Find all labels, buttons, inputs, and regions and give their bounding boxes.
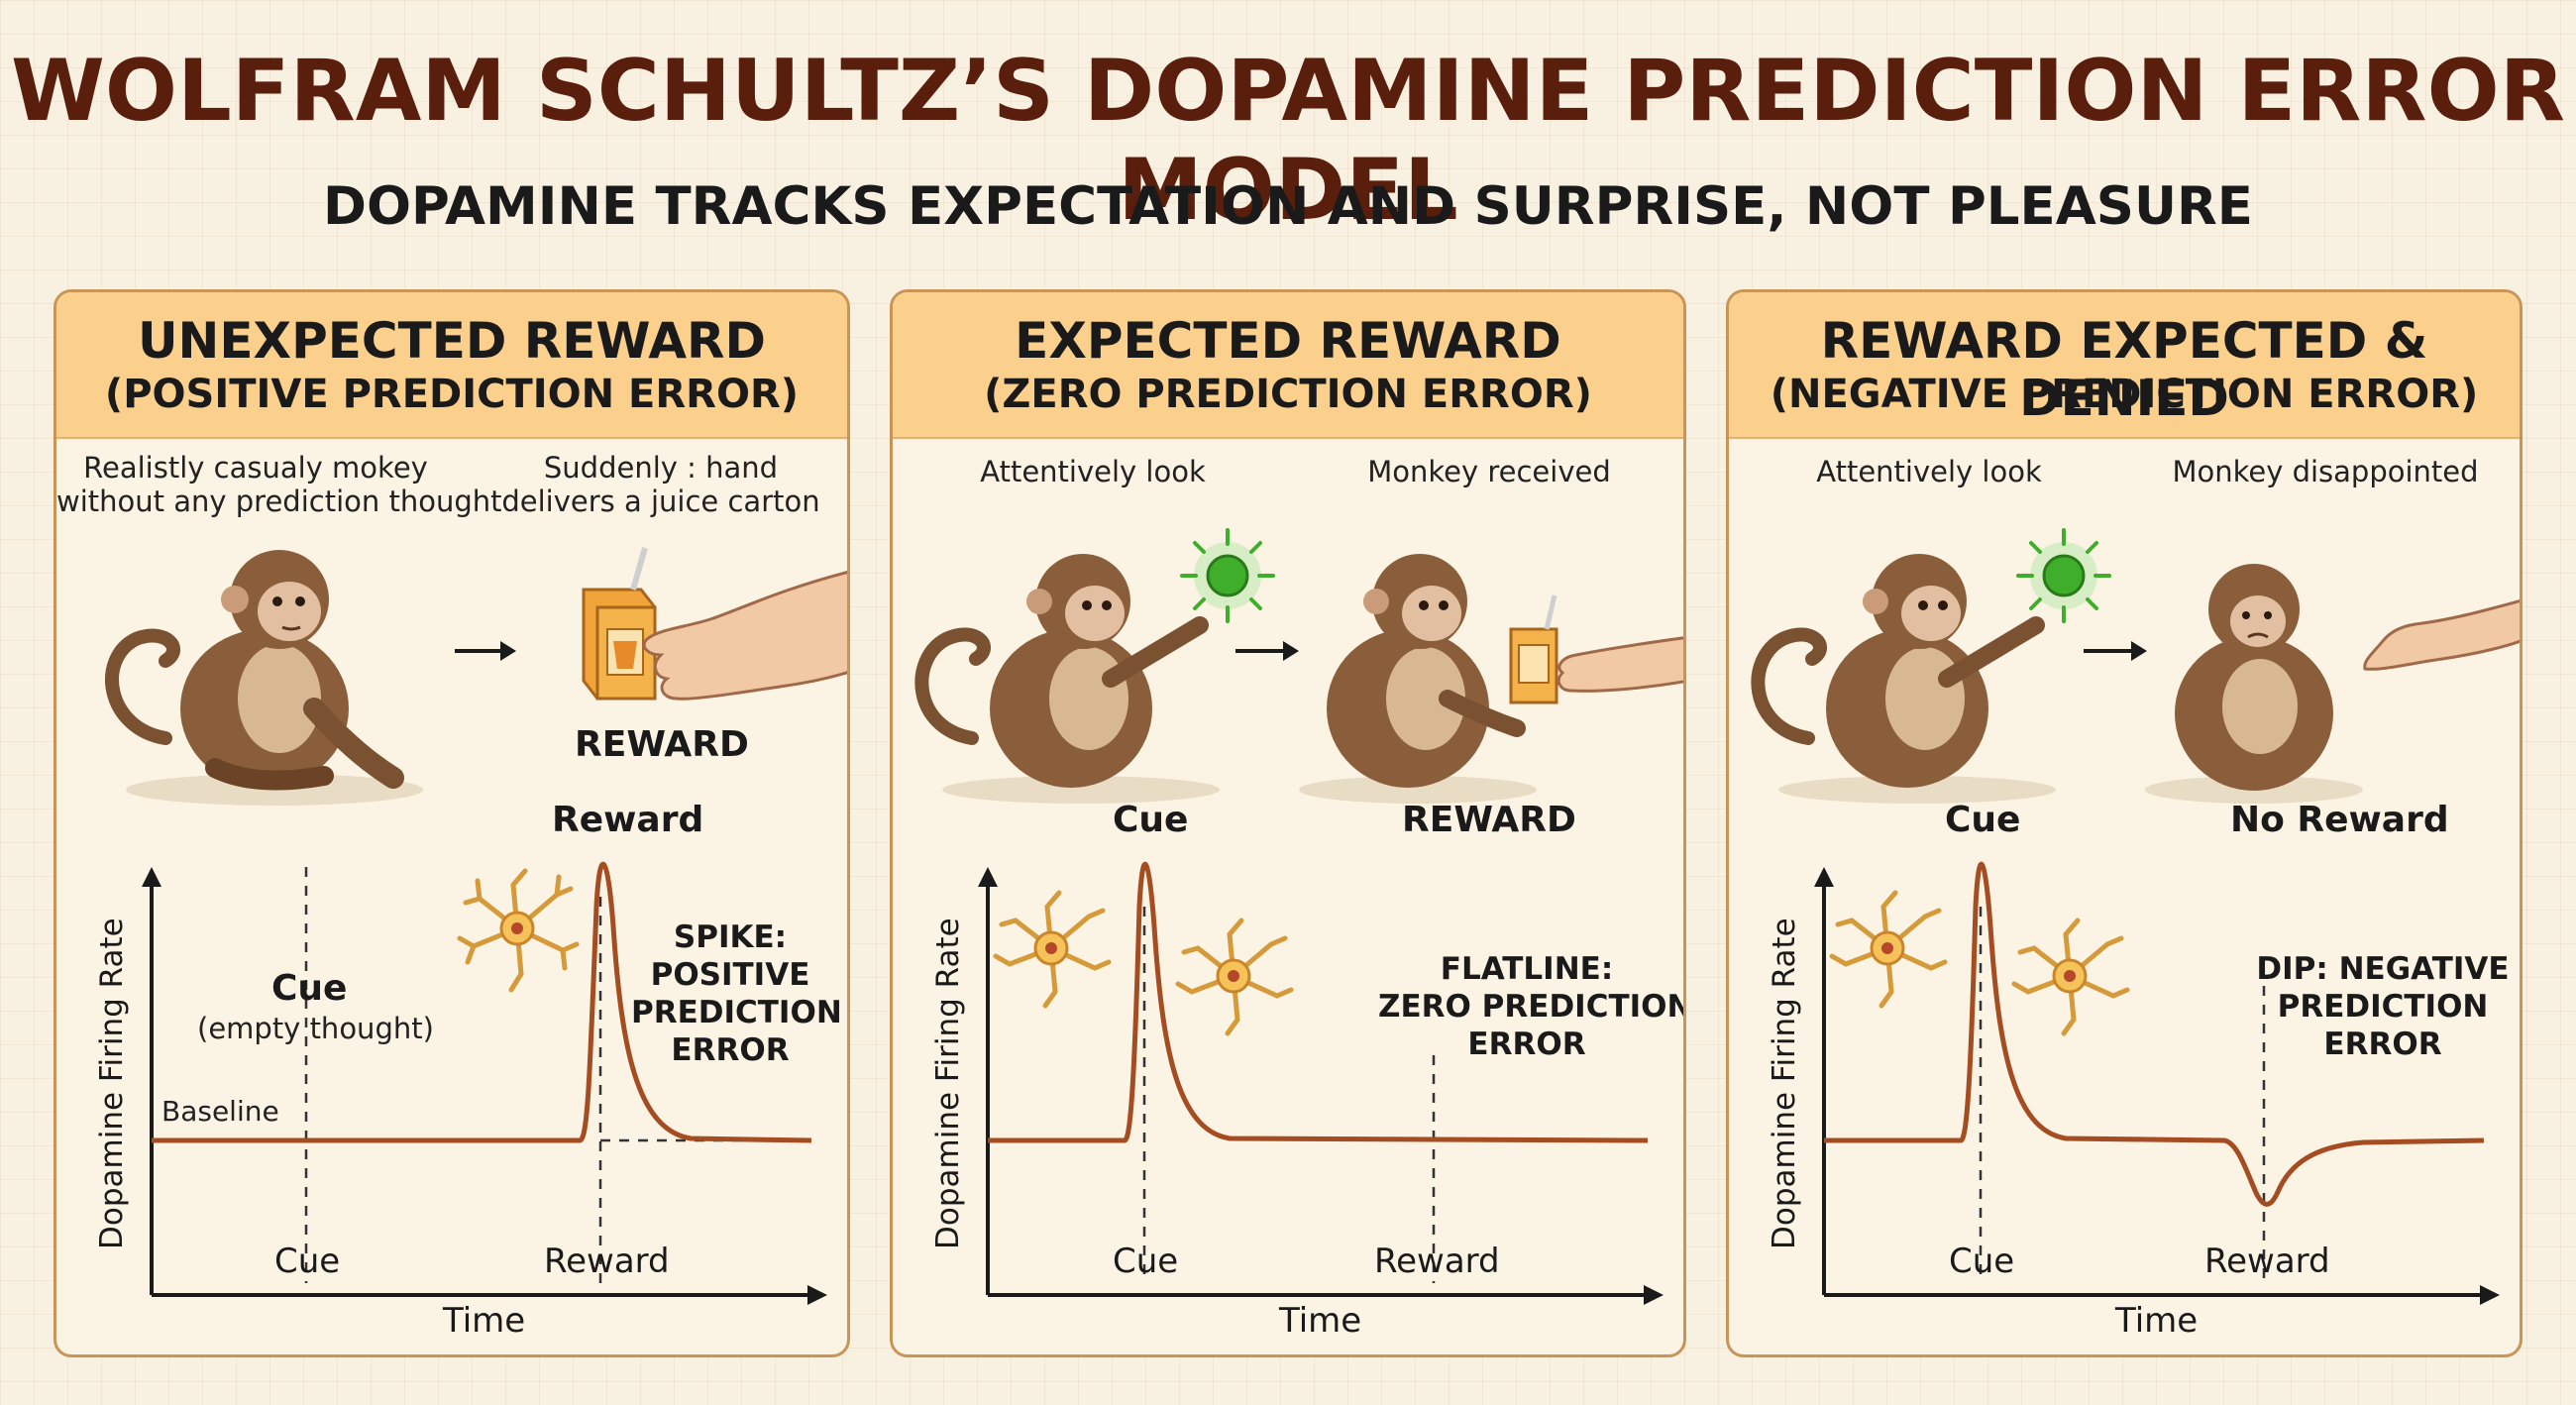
panel-illustration <box>1751 528 2520 1305</box>
x-tick-reward: Reward <box>1374 1242 1500 1281</box>
panel-reward-denied: REWARD EXPECTED & DENIED (NEGATIVE PREDI… <box>1726 289 2522 1357</box>
caption-right: Monkey received <box>1367 455 1611 488</box>
baseline-label: Baseline <box>161 1095 279 1128</box>
x-tick-cue: Cue <box>1949 1242 2015 1281</box>
monkey-icon <box>1299 554 1537 804</box>
monkey-icon <box>1751 554 2056 804</box>
neuron-icon <box>457 868 580 993</box>
y-axis-label: Dopamine Firing Rate <box>94 918 130 1249</box>
neuron-icon <box>1175 918 1294 1036</box>
monkey-icon <box>914 554 1220 804</box>
panel-subtitle: (NEGATIVE PREDICTION ERROR) <box>1770 372 2479 417</box>
cue-label: Cue <box>1945 800 2021 840</box>
cue-note: (empty thought) <box>197 1012 434 1045</box>
caption-right: Monkey disappointed <box>2172 455 2479 488</box>
panel-header: UNEXPECTED REWARD (POSITIVE PREDICTION E… <box>56 292 847 439</box>
neuron-icon <box>2011 918 2130 1036</box>
panel-illustration <box>105 547 847 1305</box>
green-cue-light-icon <box>1180 528 1275 623</box>
panel-header: EXPECTED REWARD (ZERO PREDICTION ERROR) <box>893 292 1683 439</box>
arrow-right-icon <box>455 641 516 661</box>
x-axis-label: Time <box>2115 1301 2199 1341</box>
hand-icon <box>1556 636 1683 693</box>
dopamine-graph <box>142 861 827 1305</box>
hand-icon <box>2363 599 2520 671</box>
x-tick-cue: Cue <box>274 1242 341 1281</box>
dip-annotation: DIP: NEGATIVE PREDICTION ERROR <box>2256 951 2510 1062</box>
panel-illustration <box>914 528 1683 1305</box>
reward-tag: REWARD <box>575 724 749 765</box>
panel-title: REWARD EXPECTED & DENIED <box>1820 312 2428 427</box>
event-label: Reward <box>552 800 704 840</box>
panel-subtitle: (ZERO PREDICTION ERROR) <box>984 372 1592 417</box>
x-tick-reward: Reward <box>2204 1242 2330 1281</box>
panel-header: REWARD EXPECTED & DENIED (NEGATIVE PREDI… <box>1729 292 2520 439</box>
panel-title: UNEXPECTED REWARD <box>137 312 767 370</box>
panel-title: EXPECTED REWARD <box>1015 312 1561 370</box>
y-axis-label: Dopamine Firing Rate <box>930 918 966 1249</box>
flatline-annotation: FLATLINE: ZERO PREDICTION ERROR <box>1378 951 1686 1062</box>
dopamine-trace <box>988 861 1649 1143</box>
event-label: No Reward <box>2230 800 2449 840</box>
caption-left: Attentively look <box>1816 455 2042 488</box>
y-axis-label: Dopamine Firing Rate <box>1767 918 1802 1249</box>
main-title: WOLFRAM SCHULTZ’S DOPAMINE PREDICTION ER… <box>11 42 2565 240</box>
panel-subtitle: (POSITIVE PREDICTION ERROR) <box>104 372 800 417</box>
cue-label: Cue <box>1113 800 1189 840</box>
x-axis-label: Time <box>443 1301 526 1341</box>
juice-carton-icon <box>1509 594 1558 704</box>
monkey-icon <box>2145 564 2363 804</box>
x-tick-reward: Reward <box>544 1242 670 1281</box>
monkey-icon <box>105 550 423 806</box>
arrow-right-icon <box>1235 641 1299 661</box>
dopamine-graph <box>1814 861 2500 1305</box>
x-axis-label: Time <box>1279 1301 1362 1341</box>
caption-left: Realistly casualy mokey without any pred… <box>56 451 502 518</box>
panel-expected-reward: EXPECTED REWARD (ZERO PREDICTION ERROR) <box>890 289 1686 1357</box>
hand-icon <box>642 570 847 701</box>
neuron-icon <box>1829 890 1948 1009</box>
spike-annotation: SPIKE: POSITIVE PREDICTION ERROR <box>631 919 842 1068</box>
cue-label: Cue <box>271 968 348 1009</box>
x-tick-cue: Cue <box>1113 1242 1179 1281</box>
panel-unexpected-reward: UNEXPECTED REWARD (POSITIVE PREDICTION E… <box>54 289 850 1357</box>
arrow-right-icon <box>2084 641 2147 661</box>
caption-right: Suddenly : hand delivers a juice carton <box>501 451 820 518</box>
event-label: REWARD <box>1402 800 1576 840</box>
dopamine-trace <box>152 861 812 1143</box>
neuron-icon <box>993 890 1112 1009</box>
juice-carton-icon <box>582 547 657 701</box>
main-subtitle: DOPAMINE TRACKS EXPECTATION AND SURPRISE… <box>322 176 2254 237</box>
caption-left: Attentively look <box>980 455 1206 488</box>
dopamine-graph <box>978 861 1664 1305</box>
dopamine-trace <box>1824 861 2485 1207</box>
green-cue-light-icon <box>2016 528 2111 623</box>
